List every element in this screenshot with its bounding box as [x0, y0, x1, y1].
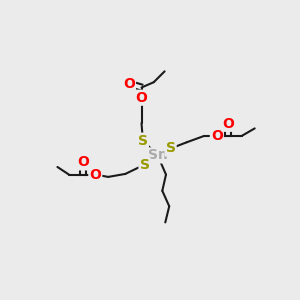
Text: O: O: [123, 77, 135, 91]
Text: O: O: [222, 117, 234, 131]
Text: O: O: [136, 91, 147, 105]
Text: S: S: [138, 134, 148, 148]
Text: O: O: [89, 168, 101, 182]
Text: Sn: Sn: [148, 148, 168, 162]
Text: S: S: [166, 142, 176, 155]
Text: O: O: [211, 129, 223, 143]
Text: O: O: [77, 155, 89, 170]
Text: S: S: [140, 158, 149, 172]
